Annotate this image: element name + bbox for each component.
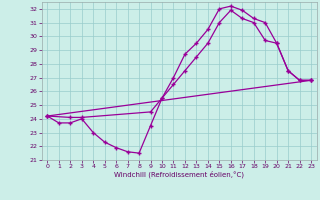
X-axis label: Windchill (Refroidissement éolien,°C): Windchill (Refroidissement éolien,°C) xyxy=(114,171,244,178)
